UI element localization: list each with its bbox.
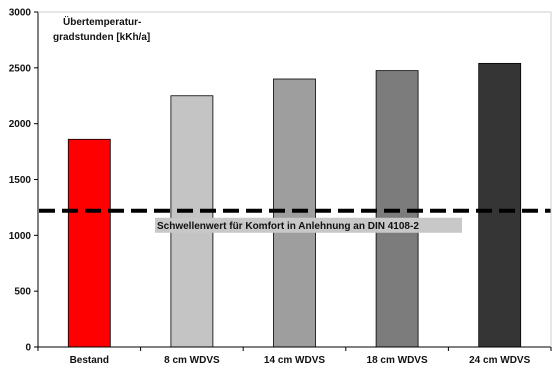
y-tick-labels: 0 500 1000 1500 2000 2500 3000 — [9, 8, 32, 354]
chart-title-line-1: Übertemperatur- — [63, 15, 141, 28]
x-tick-marks — [37, 347, 552, 351]
y-tick-label: 1000 — [9, 231, 32, 242]
bar — [67, 138, 111, 348]
category-label: 8 cm WDVS — [164, 355, 220, 366]
category-label: 18 cm WDVS — [367, 355, 428, 366]
threshold-label-box — [155, 217, 462, 233]
category-label: 14 cm WDVS — [264, 355, 325, 366]
y-tick-label: 500 — [14, 287, 31, 298]
y-tick-label: 2000 — [9, 119, 32, 130]
y-tick-label: 0 — [25, 343, 31, 354]
chart-title-line-2: gradstunden [kKh/a] — [53, 32, 150, 43]
bar — [478, 62, 522, 348]
y-tick-label: 2500 — [9, 63, 32, 74]
threshold-label: Schwellenwert für Komfort in Anlehnung a… — [157, 221, 419, 232]
category-label: 24 cm WDVS — [469, 355, 530, 366]
category-labels: Bestand 8 cm WDVS 14 cm WDVS 18 cm WDVS 24 c… — [70, 355, 531, 366]
bar — [273, 78, 316, 348]
y-tick-label: 3000 — [9, 8, 32, 19]
y-tick-label: 1500 — [9, 175, 32, 186]
y-tick-marks — [34, 11, 38, 348]
category-label: Bestand — [70, 355, 109, 366]
